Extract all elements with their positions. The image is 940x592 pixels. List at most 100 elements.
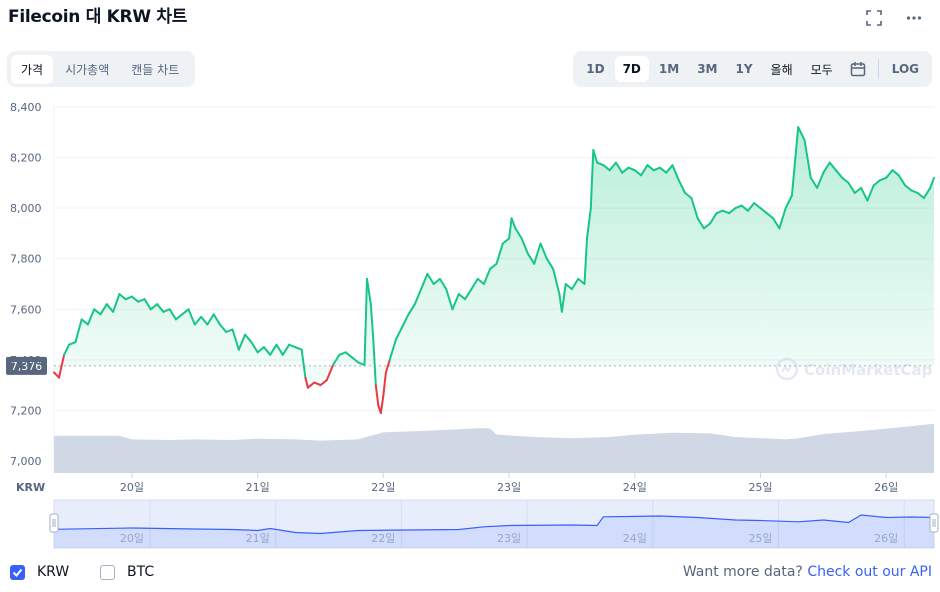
price-line-segment [922, 186, 932, 199]
price-line-segment [853, 186, 863, 194]
range-3m-button[interactable]: 3M [697, 62, 718, 76]
range-1m-button[interactable]: 1M [658, 62, 680, 76]
tab-market-cap[interactable]: 시가총액 [65, 62, 110, 77]
price-line-segment [910, 189, 919, 194]
price-line-segment [269, 343, 278, 356]
price-line-segment [300, 348, 307, 379]
price-line-segment [313, 381, 322, 387]
price-line-segment [174, 313, 184, 321]
price-line-segment [432, 277, 441, 285]
price-line-segment [105, 303, 115, 313]
chart-type-tabs: 가격 시가총액 캔들 차트 [7, 51, 196, 87]
price-line-segment [294, 346, 303, 351]
price-line-segment [592, 149, 599, 164]
legend-btc[interactable]: BTC [100, 564, 154, 580]
price-line-segment [847, 181, 856, 194]
price-line-segment [784, 194, 793, 210]
price-line-segment [470, 277, 479, 291]
price-line-segment [482, 267, 492, 285]
price-line-segment [759, 207, 768, 215]
price-line-segment [58, 353, 66, 379]
price-line-segment [564, 283, 573, 291]
price-line-segment [658, 166, 668, 174]
api-link[interactable]: Check out our API [807, 564, 932, 580]
price-line-segment [627, 166, 636, 172]
checkbox-btc[interactable] [100, 564, 115, 580]
price-line-segment [281, 343, 291, 356]
checkbox-krw[interactable] [10, 564, 25, 580]
price-line-segment [193, 315, 203, 326]
y-tick-label: 7,200 [10, 404, 42, 417]
price-line-segment [363, 277, 368, 366]
price-line-segment [93, 308, 102, 316]
price-line-segment [891, 169, 900, 177]
y-tick-label: 7,000 [10, 455, 42, 468]
more-icon[interactable] [904, 10, 924, 30]
price-line-segment [262, 346, 272, 356]
price-line-segment [929, 176, 935, 189]
navigator-left-handle[interactable] [49, 513, 59, 533]
log-scale-toggle[interactable]: LOG [891, 62, 919, 76]
y-tick-label: 7,800 [10, 253, 42, 266]
price-line-segment [68, 341, 77, 346]
price-line-segment [514, 227, 523, 240]
legend-krw[interactable]: KRW [10, 564, 69, 580]
price-line-segment [765, 212, 775, 220]
tab-price[interactable]: 가격 [11, 54, 54, 84]
range-ytd-button[interactable]: 올해 [770, 62, 793, 77]
legend-btc-label: BTC [127, 564, 155, 580]
price-line-segment [778, 207, 787, 230]
price-line-segment [86, 308, 96, 326]
tab-candle-chart[interactable]: 캔들 차트 [131, 62, 180, 77]
price-line-segment [904, 184, 913, 192]
range-1d-button[interactable]: 1D [586, 62, 605, 76]
price-line-segment [181, 308, 190, 316]
x-tick-label: 20일 [120, 480, 144, 494]
fullscreen-icon[interactable] [864, 10, 884, 30]
price-line-segment [187, 308, 196, 326]
price-line-segment [130, 295, 140, 303]
range-separator [877, 59, 879, 79]
price-area [54, 127, 934, 413]
watermark-text: CoinMarketCap [804, 361, 933, 379]
x-tick-label: 25일 [748, 480, 772, 494]
volume-area [54, 423, 934, 473]
price-line-segment [426, 272, 435, 285]
price-line-segment [671, 164, 680, 182]
navigator-tick-label: 21일 [246, 531, 270, 545]
price-line-segment [143, 298, 152, 311]
price-line-segment [803, 138, 812, 179]
price-line-segment [589, 149, 595, 210]
price-line-segment [652, 166, 661, 172]
navigator-right-handle[interactable] [929, 513, 939, 533]
price-line-segment [388, 338, 397, 361]
price-line-segment [841, 176, 850, 184]
price-line-segment [715, 209, 724, 215]
price-line-segment [384, 358, 391, 374]
price-line-segment [834, 169, 844, 179]
price-line-segment [646, 164, 655, 172]
price-line-segment [374, 384, 380, 407]
price-line-segment [464, 288, 473, 301]
y-tick-label: 7,600 [10, 303, 42, 316]
navigator-tick-label: 24일 [623, 531, 647, 545]
price-line-segment [394, 326, 404, 341]
price-line-segment [570, 277, 580, 291]
range-7d-button[interactable]: 7D [614, 56, 649, 82]
price-line-segment [457, 293, 467, 301]
price-line-segment [621, 166, 630, 174]
range-all-button[interactable]: 모두 [810, 62, 833, 77]
api-promo: Want more data? Check out our API [683, 564, 932, 580]
navigator-tick-label: 26일 [874, 531, 898, 545]
price-line-segment [489, 262, 498, 270]
price-line-segment [740, 204, 749, 212]
price-line-segment [200, 315, 209, 326]
range-1y-button[interactable]: 1Y [735, 62, 753, 76]
price-line-segment [526, 252, 536, 265]
price-line-segment [586, 207, 592, 240]
price-line-segment [218, 323, 228, 333]
price-line-segment [602, 164, 611, 172]
calendar-icon[interactable] [848, 59, 868, 79]
price-line-segment [137, 298, 146, 303]
